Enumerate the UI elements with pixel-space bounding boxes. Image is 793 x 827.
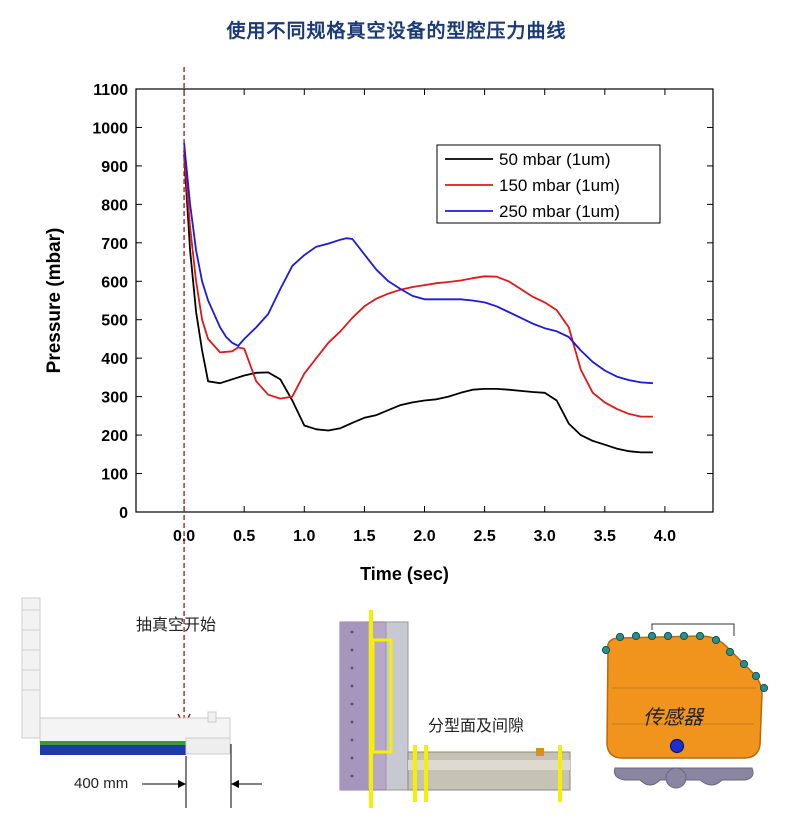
mold-plate: [385, 621, 409, 791]
sensor-pin: [759, 683, 769, 693]
green-strip: [40, 741, 186, 745]
parting-gap-label: 分型面及间隙: [428, 716, 525, 735]
die-end: [185, 737, 231, 755]
distance-label: 400 mm: [74, 775, 129, 792]
sensor-dim-bracket: [651, 623, 735, 636]
legend-box: [436, 144, 661, 224]
sensor-pin: [601, 645, 611, 655]
sensor-pin: [751, 671, 761, 681]
y-tick-label: 1100: [93, 82, 128, 99]
x-tick-label: 3.0: [534, 528, 556, 545]
y-axis-label: Pressure (mbar): [44, 228, 65, 374]
y-tick-label: 400: [101, 351, 128, 368]
vacuum-start-label: 抽真空开始: [136, 615, 217, 634]
chart-title: 使用不同规格真空设备的型腔压力曲线: [226, 20, 567, 42]
dim-arrow-left-icon: [231, 780, 239, 788]
sensor-body: [606, 635, 763, 759]
legend-label: 250 mbar (1um): [499, 202, 620, 221]
mold-dot: [350, 720, 354, 724]
legend-label: 150 mbar (1um): [499, 176, 620, 195]
sensor-pin: [631, 631, 641, 641]
y-tick-label: 300: [101, 390, 128, 407]
runner-fitting: [536, 748, 544, 756]
series-line-3: [183, 142, 653, 385]
mold-dot: [350, 774, 354, 778]
x-tick-label: 0.0: [173, 528, 195, 545]
x-tick-label: 2.0: [413, 528, 435, 545]
mold-dot: [350, 738, 354, 742]
x-tick-label: 1.0: [293, 528, 315, 545]
sensor-bracket-hub: [665, 767, 687, 789]
die-wall: [21, 597, 41, 739]
legend-label: 50 mbar (1um): [499, 150, 610, 169]
x-axis-label: Time (sec): [360, 564, 449, 584]
y-tick-label: 0: [119, 505, 128, 522]
sensor-label: 传感器: [643, 705, 703, 729]
x-tick-label: 1.5: [353, 528, 375, 545]
yellow-frame: [371, 638, 393, 754]
mold-dot: [350, 756, 354, 760]
x-tick-label: 0.5: [233, 528, 255, 545]
y-tick-label: 900: [101, 159, 128, 176]
x-tick-label: 4.0: [654, 528, 676, 545]
mold-dot: [350, 666, 354, 670]
parting-diagram: [339, 610, 571, 808]
die-diagram: [21, 597, 262, 808]
sensor-pin: [725, 647, 735, 657]
sensor-part: [601, 623, 769, 789]
sensor-pin: [615, 632, 625, 642]
runner-pipe: [407, 751, 571, 791]
mold-dot: [350, 630, 354, 634]
sensor-location-icon: [669, 738, 685, 754]
sensor-pin: [647, 631, 657, 641]
sensor-pin: [663, 631, 673, 641]
sensor-pin: [679, 631, 689, 641]
y-tick-label: 100: [101, 467, 128, 484]
y-tick-label: 600: [101, 274, 128, 291]
y-tick-label: 700: [101, 236, 128, 253]
blue-strip: [40, 745, 186, 755]
y-tick-label: 200: [101, 428, 128, 445]
runner-pipe-highlight: [408, 760, 570, 770]
dim-arrow-right-icon: [178, 780, 186, 788]
die-lug: [207, 711, 217, 723]
mold-dot: [350, 684, 354, 688]
y-tick-label: 800: [101, 197, 128, 214]
series-line-1: [183, 154, 653, 454]
y-tick-label: 1000: [92, 120, 128, 137]
sensor-pin: [711, 635, 721, 645]
sensor-ribs: [612, 687, 756, 725]
sensor-pin: [695, 631, 705, 641]
sensor-pin: [739, 659, 749, 669]
x-tick-label: 2.5: [473, 528, 495, 545]
y-tick-label: 500: [101, 313, 128, 330]
x-tick-label: 3.5: [594, 528, 616, 545]
mold-dot: [350, 648, 354, 652]
mold-dot: [350, 702, 354, 706]
mold-block-shade: [340, 622, 368, 790]
